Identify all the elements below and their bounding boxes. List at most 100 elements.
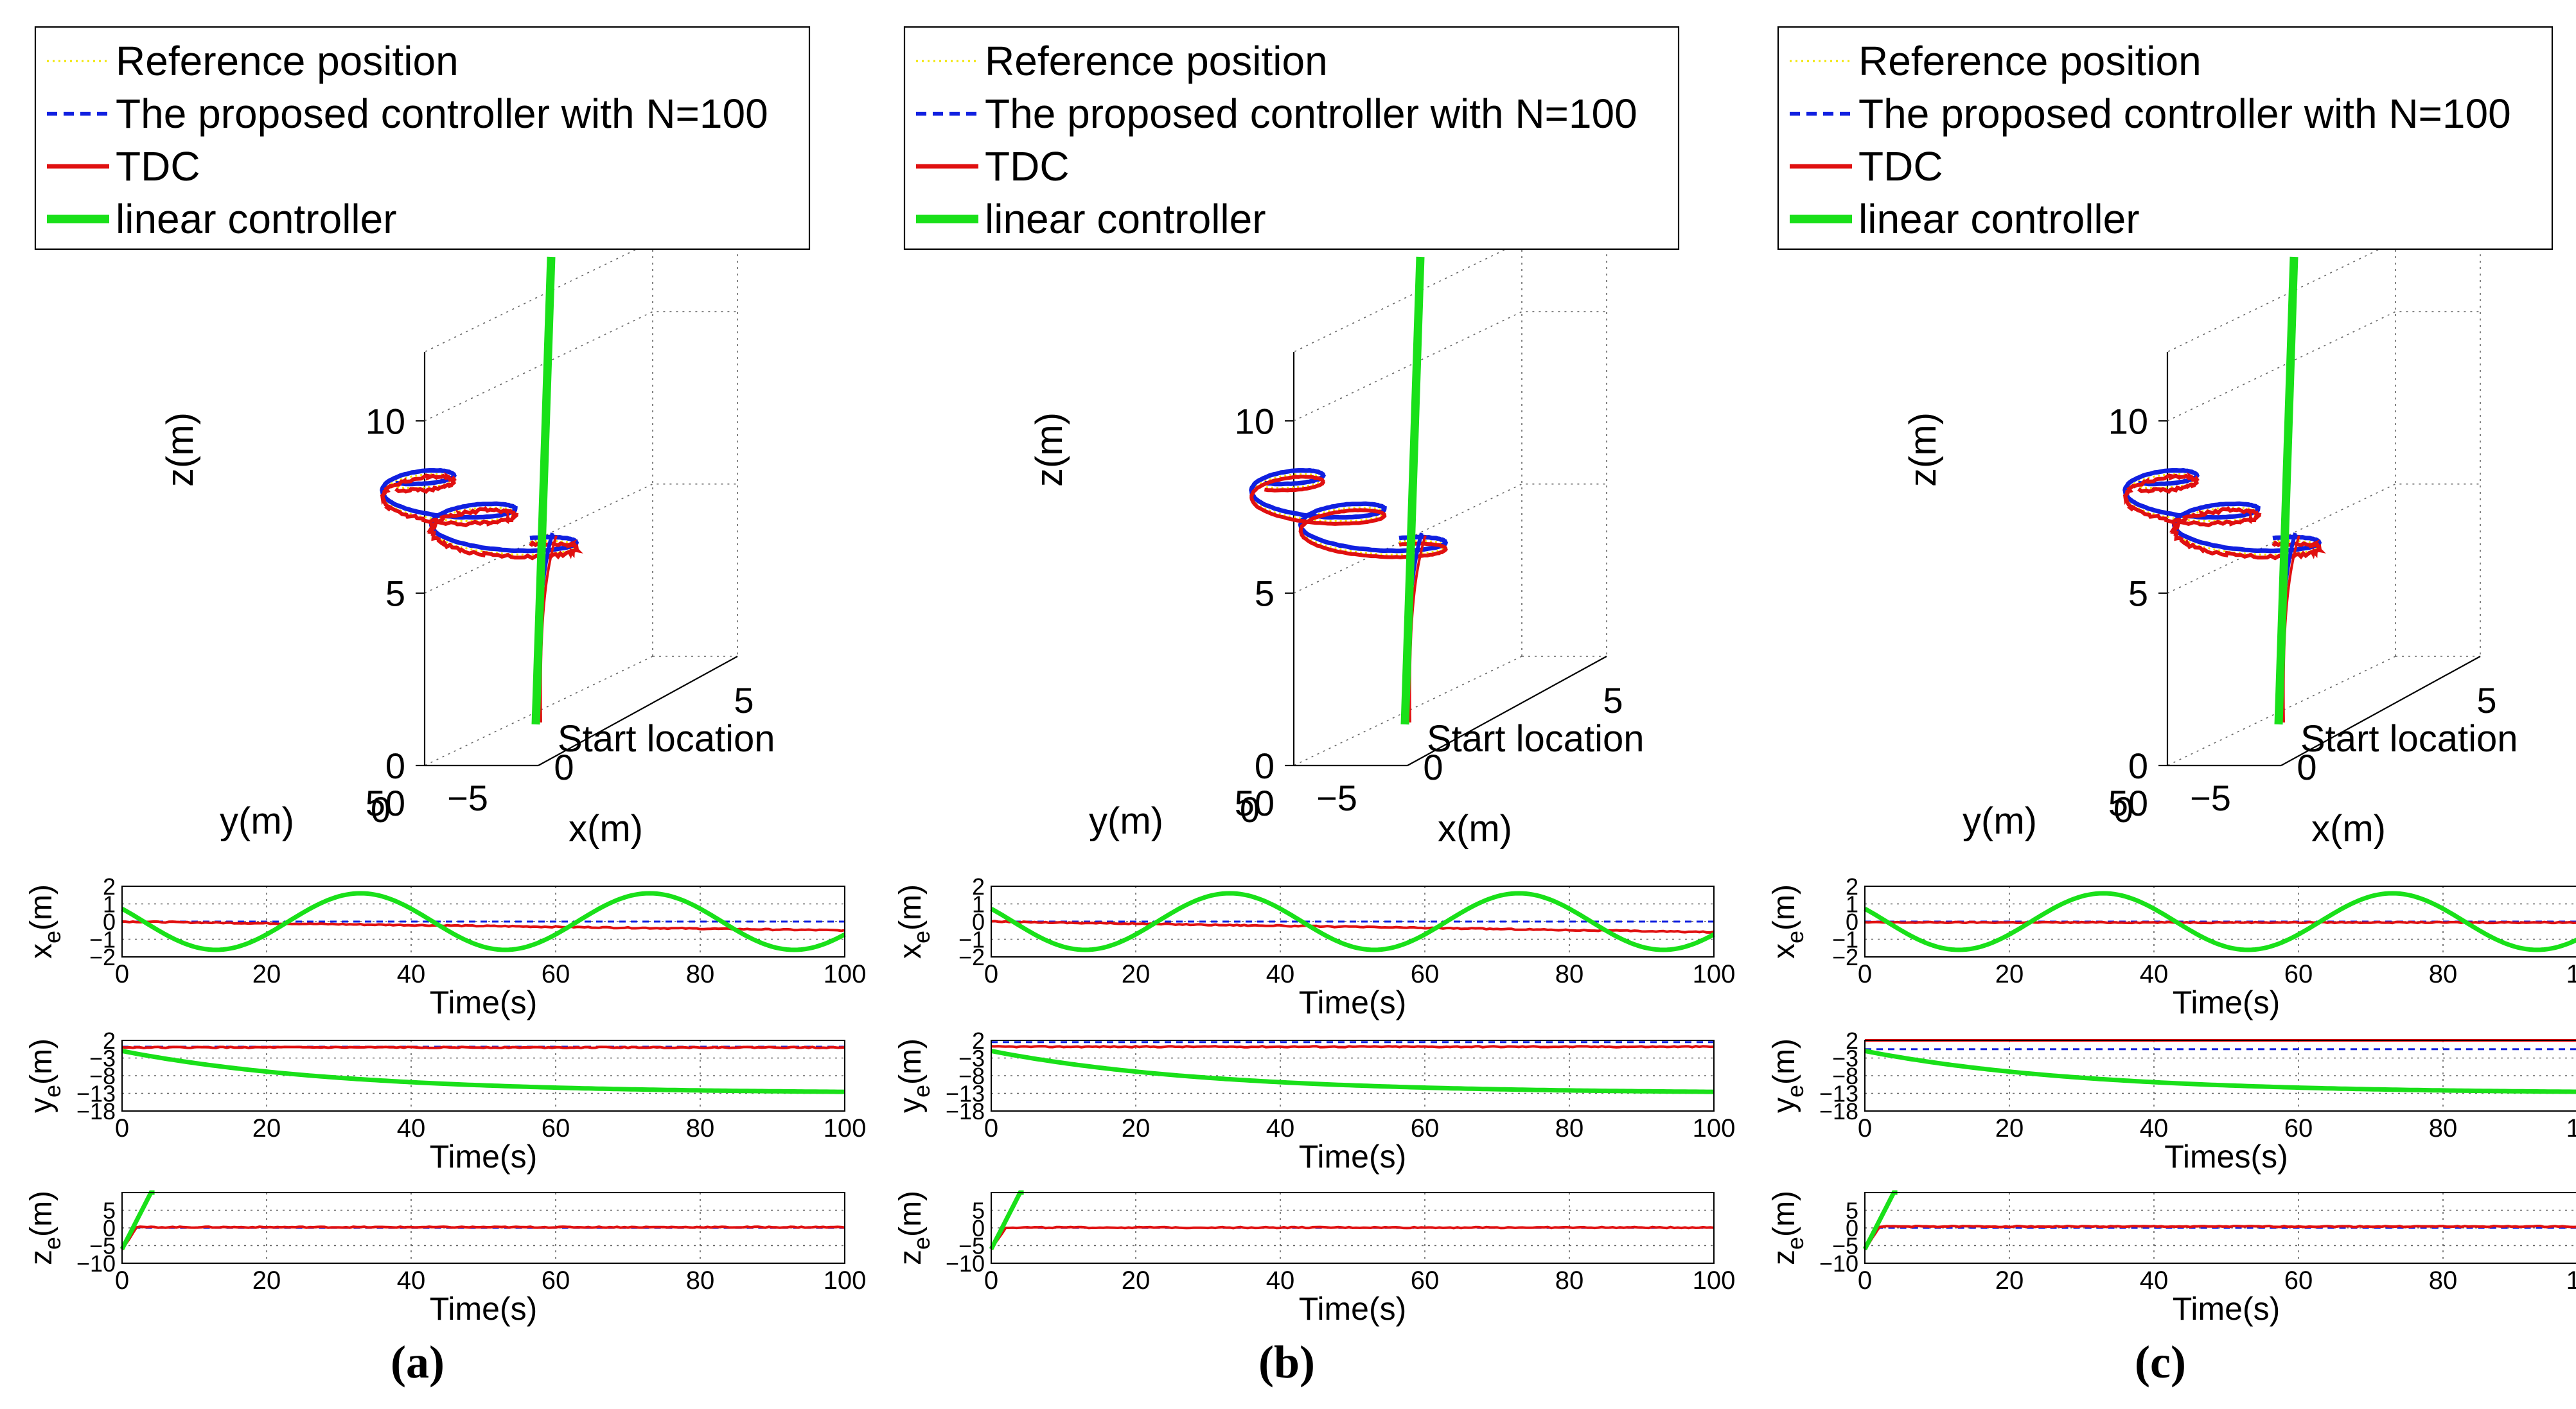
grid-line: [2167, 483, 2480, 594]
legend-entry: The proposed controller with N=100: [116, 91, 768, 137]
x-axis-line: [538, 656, 738, 766]
x-tick-label: 5: [1603, 680, 1623, 721]
y-axis-label: xe(m): [24, 884, 66, 959]
plot-frame: [121, 1040, 845, 1112]
y-tick-label: −2: [1832, 944, 1858, 970]
panel-caption: (a): [391, 1336, 445, 1388]
legend-entry: TDC: [116, 143, 200, 189]
y-axis-label: ze(m): [24, 1191, 66, 1265]
x-tick-label: 5: [734, 680, 754, 721]
x-axis-label: Time(s): [2173, 1291, 2280, 1327]
x-axis-line: [1407, 656, 1607, 766]
legend-box: [1777, 26, 2554, 250]
x-tick-label: 20: [252, 1114, 281, 1142]
start-location-annotation: Start location: [2300, 718, 2518, 760]
z-axis-label: z(m): [1028, 412, 1070, 487]
z-tick-label: 10: [2108, 401, 2148, 441]
grid-line: [424, 483, 737, 594]
linear-controller-trajectory: [531, 256, 556, 725]
x-tick-label: 20: [252, 1266, 281, 1295]
y-tick-label: 1: [972, 891, 985, 918]
x-tick-label: 40: [2140, 960, 2169, 988]
x-tick-label: 60: [1411, 1114, 1440, 1142]
y-axis-label: ze(m): [894, 1191, 935, 1265]
y-axis-label: y(m): [1963, 800, 2037, 842]
grid-line: [1293, 311, 1607, 422]
y-tick-label: 0: [1846, 909, 1858, 935]
legend-entry: TDC: [1858, 143, 1943, 189]
x-tick-label: 100: [1693, 1266, 1736, 1295]
series-line: [1864, 1224, 2576, 1250]
x-tick-label: 0: [115, 1114, 129, 1142]
y-tick-label: 0: [103, 1215, 116, 1241]
y-tick-label: −2: [89, 944, 116, 970]
legend: Reference position The proposed controlle…: [1777, 26, 2554, 250]
y-axis-label: xe(m): [1767, 884, 1808, 959]
y-tick-label: 2: [103, 1028, 116, 1054]
x-tick-label: 80: [686, 1114, 715, 1142]
z-tick-label: 10: [366, 401, 405, 441]
x-tick-label: −5: [1316, 778, 1357, 818]
grid-line: [2167, 241, 2396, 353]
y-tick-label: −8: [89, 1063, 116, 1089]
y-tick-label: 0: [103, 909, 116, 935]
x-tick-label: 60: [2284, 960, 2313, 988]
series-line: [1864, 891, 2576, 952]
y-axis-label: ze(m): [1767, 1191, 1808, 1265]
subplot-2: 0 20 40 60 80 100 2−3−8−13−18 ye(m) Times(s): [1767, 1028, 2576, 1175]
x-tick-label: 40: [2140, 1114, 2169, 1142]
x-tick-label: 80: [2429, 1114, 2458, 1142]
plot-frame: [991, 1192, 1715, 1264]
series-line: [121, 920, 845, 932]
y-axis-label: xe(m): [894, 884, 935, 959]
y-tick-label: −18: [1819, 1098, 1858, 1125]
y-tick-label: 2: [1846, 1028, 1858, 1054]
y-tick-label: 5: [1846, 1198, 1858, 1224]
x-tick-label: −5: [447, 778, 488, 818]
y-tick-label: 0: [371, 789, 391, 830]
x-tick-label: 60: [542, 1114, 570, 1142]
start-location-annotation: Start location: [1427, 718, 1645, 760]
x-tick-label: 100: [2566, 1266, 2576, 1295]
start-location-annotation: Start location: [558, 718, 775, 760]
z-tick-label: 5: [385, 573, 405, 614]
grid-line: [1293, 241, 1522, 353]
legend: Reference position The proposed controlle…: [34, 26, 811, 250]
z-axis-label: z(m): [159, 412, 201, 487]
x-tick-label: 60: [2284, 1266, 2313, 1295]
grid-line: [1293, 483, 1607, 594]
legend-box: [34, 26, 811, 250]
x-tick-label: 20: [1995, 1114, 2024, 1142]
x-tick-label: 60: [542, 1266, 570, 1295]
y-tick-label: 50: [2108, 783, 2148, 823]
z-tick-label: 0: [2128, 746, 2148, 786]
x-axis-label: Times(s): [2164, 1139, 2288, 1175]
x-axis-label: x(m): [2311, 808, 2386, 850]
y-tick-label: 50: [366, 783, 405, 823]
x-tick-label: 40: [1266, 1266, 1295, 1295]
x-tick-label: 0: [1423, 747, 1443, 787]
series-line: [990, 891, 1715, 952]
series-line: [1862, 1190, 1898, 1250]
y-tick-label: 1: [1846, 891, 1858, 918]
series-line: [121, 1225, 845, 1250]
x-tick-label: 80: [2429, 1266, 2458, 1295]
y-axis-label: y(m): [220, 800, 294, 842]
y-tick-label: 50: [1235, 783, 1275, 823]
y-tick-label: −13: [946, 1081, 985, 1107]
y-tick-label: −3: [1832, 1046, 1858, 1072]
y-tick-label: −13: [76, 1081, 116, 1107]
y-tick-label: −10: [946, 1250, 985, 1277]
z-tick-label: 0: [1255, 746, 1275, 786]
subplot-2: 0 20 40 60 80 100 2−3−8−13−18 ye(m) Time(s): [894, 1028, 1735, 1175]
x-axis-line: [2280, 656, 2481, 766]
series-line: [1864, 1049, 2576, 1094]
x-tick-label: 0: [115, 960, 129, 988]
x-tick-label: 100: [2566, 1114, 2576, 1142]
legend-entry: linear controller: [1858, 196, 2140, 242]
